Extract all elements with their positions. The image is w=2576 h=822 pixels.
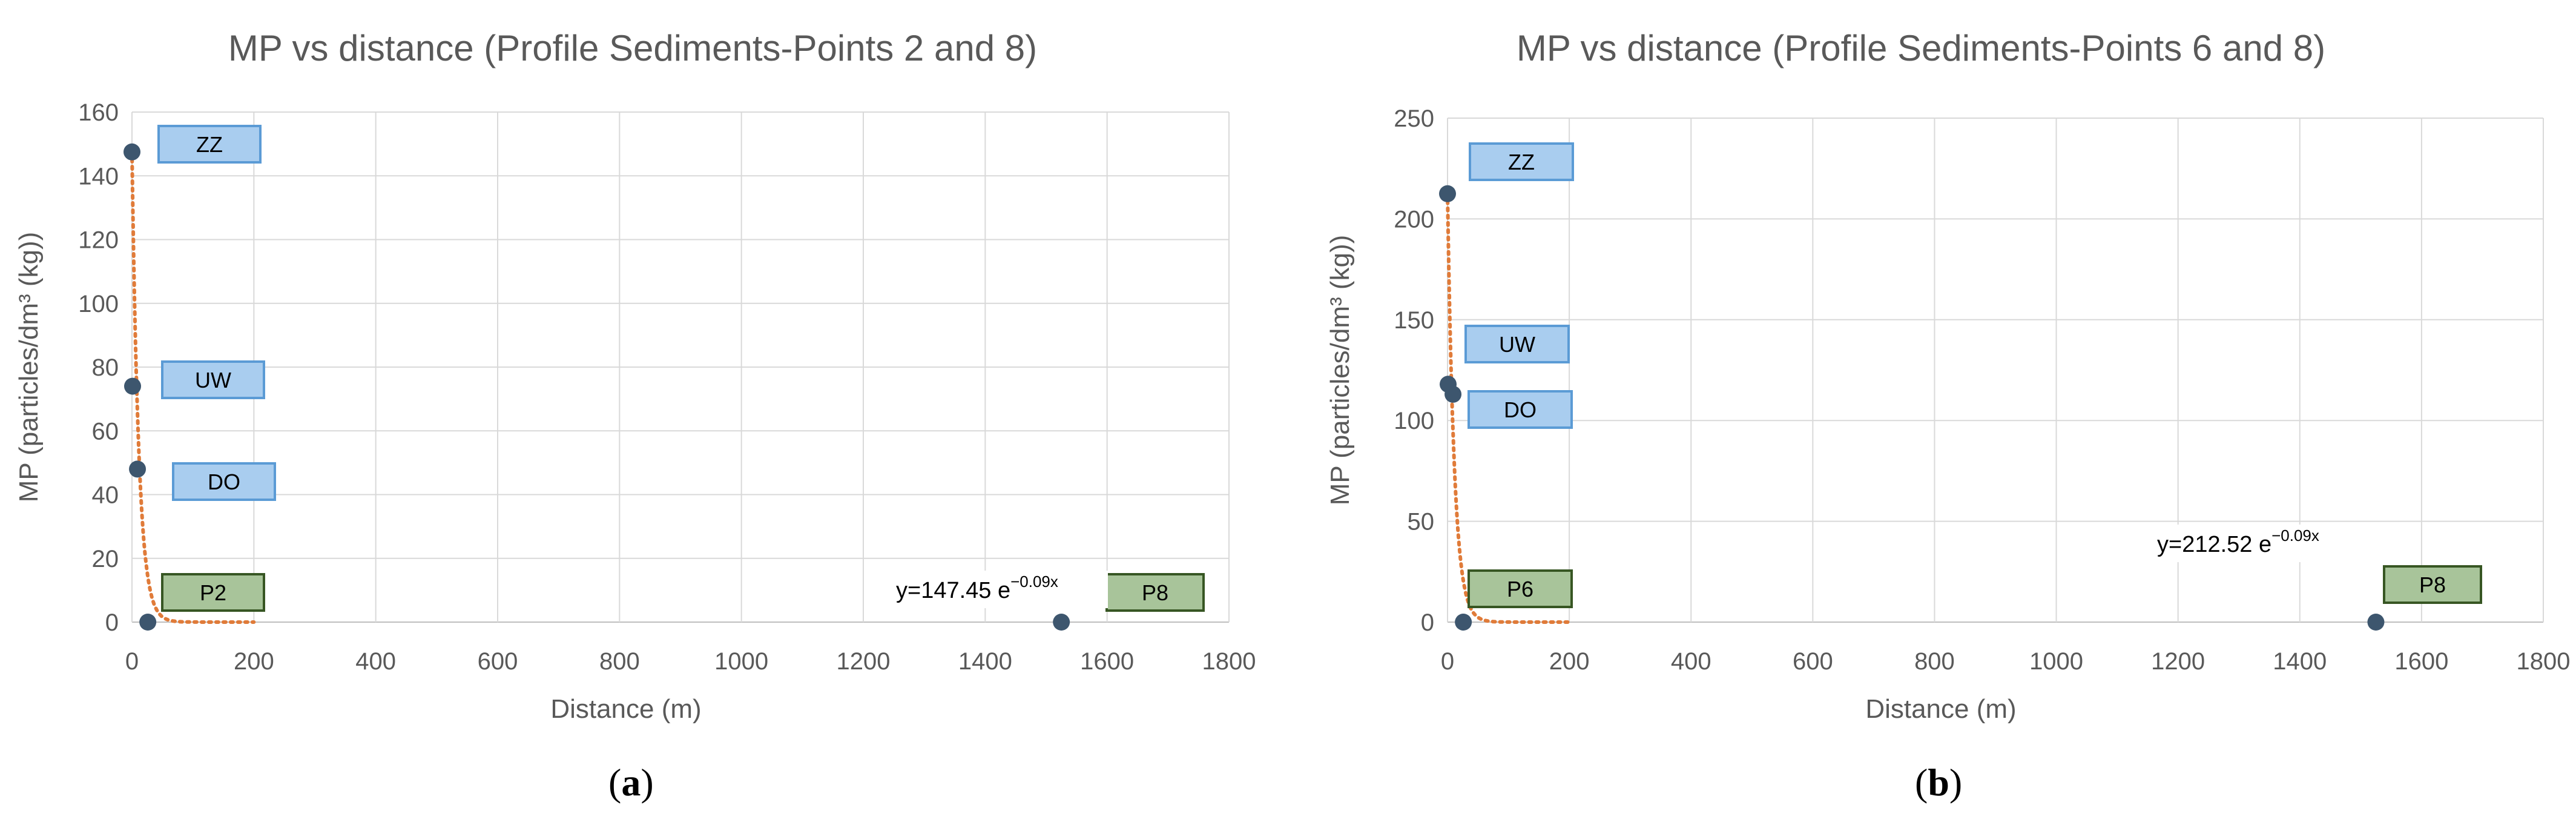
x-tick-label: 1600 — [2394, 648, 2448, 675]
x-tick-label: 0 — [125, 648, 139, 675]
point-label-box — [1468, 390, 1573, 429]
x-tick-label: 0 — [1441, 648, 1454, 675]
y-tick-label: 100 — [78, 291, 119, 317]
point-label-text: ZZ — [196, 132, 223, 157]
x-tick-label: 1800 — [1202, 648, 1256, 675]
x-tick-label: 800 — [599, 648, 640, 675]
data-point — [129, 460, 147, 478]
data-point — [124, 377, 142, 395]
data-point — [1444, 385, 1462, 403]
y-tick-label: 20 — [92, 546, 119, 572]
point-label-text: DO — [208, 469, 240, 494]
point-label-box — [1468, 569, 1573, 608]
x-tick-label: 1400 — [958, 648, 1012, 675]
point-label-text: P2 — [200, 580, 226, 605]
point-label-p6: P6 — [1468, 569, 1573, 608]
y-tick-label: 200 — [1394, 206, 1434, 233]
y-tick-label: 0 — [1421, 609, 1434, 636]
data-point — [2367, 614, 2385, 631]
caption-b: (b) — [1915, 761, 1963, 804]
data-point — [139, 614, 157, 631]
trendline-equation: y=147.45 e−0.09x — [896, 572, 1058, 603]
point-label-text: UW — [1499, 332, 1535, 357]
point-label-p2: P2 — [161, 573, 265, 612]
x-tick-label: 1600 — [1080, 648, 1134, 675]
x-tick-label: 1000 — [2029, 648, 2083, 675]
point-label-box — [1464, 325, 1570, 363]
point-label-uw: UW — [161, 360, 265, 399]
caption-a: (a) — [608, 761, 654, 804]
point-label-p8: P8 — [2383, 565, 2482, 604]
data-point — [1053, 614, 1070, 631]
point-label-do: DO — [172, 462, 276, 501]
y-tick-label: 60 — [92, 418, 119, 445]
chart-a-svg: MP vs distance (Profile Sediments-Points… — [14, 28, 1256, 724]
x-tick-label: 600 — [1793, 648, 1833, 675]
y-tick-label: 120 — [78, 227, 119, 254]
point-label-zz: ZZ — [1469, 142, 1574, 181]
y-tick-label: 40 — [92, 482, 119, 509]
y-tick-label: 80 — [92, 354, 119, 381]
chart-b-svg: MP vs distance (Profile Sediments-Points… — [1325, 28, 2571, 724]
point-label-uw: UW — [1464, 325, 1570, 363]
point-label-box — [157, 125, 262, 164]
point-label-zz: ZZ — [157, 125, 262, 164]
x-tick-label: 600 — [478, 648, 518, 675]
y-tick-label: 250 — [1394, 105, 1434, 132]
point-label-box — [161, 360, 265, 399]
point-label-text: ZZ — [1508, 150, 1535, 174]
x-tick-label: 1200 — [837, 648, 891, 675]
x-tick-label: 1800 — [2517, 648, 2571, 675]
y-tick-label: 0 — [105, 609, 119, 636]
y-axis-title: MP (particles/dm³ (kg)) — [14, 232, 44, 503]
y-tick-label: 140 — [78, 163, 119, 190]
x-tick-label: 800 — [1914, 648, 1955, 675]
trendline-equation: y=212.52 e−0.09x — [2157, 526, 2319, 557]
y-tick-label: 100 — [1394, 408, 1434, 434]
chart-title: MP vs distance (Profile Sediments-Points… — [1517, 28, 2325, 68]
x-tick-label: 200 — [234, 648, 274, 675]
y-tick-label: 150 — [1394, 307, 1434, 334]
x-tick-label: 1000 — [714, 648, 768, 675]
point-label-text: UW — [195, 368, 231, 393]
point-label-text: DO — [1504, 397, 1537, 422]
point-label-text: P6 — [1507, 577, 1533, 602]
data-point — [124, 143, 140, 161]
x-tick-label: 1400 — [2273, 648, 2327, 675]
x-tick-label: 400 — [1671, 648, 1711, 675]
trendline-equation-bg — [890, 571, 1108, 608]
y-tick-label: 50 — [1408, 509, 1435, 535]
y-axis-title: MP (particles/dm³ (kg)) — [1325, 235, 1355, 506]
x-axis-title: Distance (m) — [1865, 694, 2016, 724]
point-label-box — [1105, 573, 1205, 612]
data-point — [1455, 614, 1472, 631]
point-label-text: P8 — [2419, 572, 2446, 597]
x-tick-label: 1200 — [2151, 648, 2205, 675]
point-label-box — [161, 573, 265, 612]
point-label-text: P8 — [1142, 580, 1168, 605]
chart-panel-b: MP vs distance (Profile Sediments-Points… — [1288, 0, 2576, 822]
chart-title: MP vs distance (Profile Sediments-Points… — [228, 28, 1037, 68]
x-tick-label: 200 — [1549, 648, 1590, 675]
point-label-box — [172, 462, 276, 501]
trendline-equation-bg — [2151, 525, 2369, 562]
data-point — [1439, 185, 1456, 202]
x-tick-label: 400 — [355, 648, 396, 675]
y-tick-label: 160 — [78, 99, 119, 126]
chart-panel-a: MP vs distance (Profile Sediments-Points… — [14, 28, 1256, 804]
point-label-do: DO — [1468, 390, 1573, 429]
trendline — [130, 150, 256, 624]
x-axis-title: Distance (m) — [550, 694, 701, 724]
point-label-box — [2383, 565, 2482, 604]
point-label-p8: P8 — [1105, 573, 1205, 612]
point-label-box — [1469, 142, 1574, 181]
